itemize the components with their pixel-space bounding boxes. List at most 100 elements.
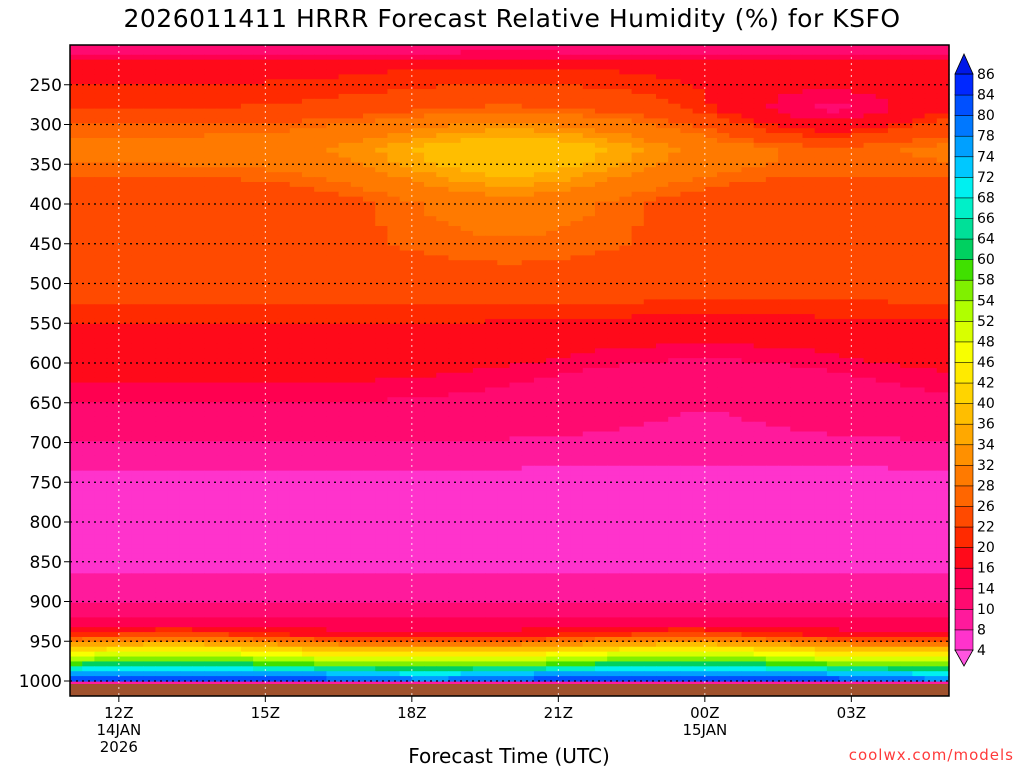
heatmap-cell — [436, 284, 450, 291]
heatmap-cell — [778, 348, 791, 354]
heatmap-cell — [131, 323, 144, 330]
heatmap-cell — [131, 172, 144, 178]
heatmap-cell — [839, 260, 852, 266]
heatmap-cell — [436, 152, 450, 159]
heatmap-cell — [619, 172, 633, 178]
heatmap-cell — [900, 64, 913, 71]
heatmap-cell — [387, 309, 401, 315]
heatmap-cell — [448, 196, 462, 203]
heatmap-cell — [155, 123, 169, 129]
heatmap-cell — [729, 64, 743, 71]
heatmap-cell — [204, 181, 218, 188]
heatmap-cell — [826, 304, 840, 310]
heatmap-cell — [814, 137, 828, 144]
heatmap-cell — [424, 314, 437, 320]
heatmap-cell — [790, 128, 804, 134]
heatmap-cell — [594, 230, 608, 237]
heatmap-cell — [204, 235, 218, 242]
heatmap-cell — [900, 279, 913, 286]
heatmap-cell — [253, 137, 266, 144]
heatmap-cell — [802, 181, 816, 188]
heatmap-cell — [167, 79, 181, 85]
heatmap-cell — [875, 294, 889, 300]
heatmap-cell — [704, 314, 718, 320]
heatmap-cell — [350, 294, 364, 300]
heatmap-cell — [521, 348, 535, 354]
heatmap-cell — [411, 89, 425, 95]
heatmap-cell — [656, 103, 669, 110]
heatmap-cell — [729, 274, 743, 281]
heatmap-cell — [656, 372, 669, 379]
heatmap-cell — [582, 260, 596, 266]
heatmap-cell — [411, 84, 425, 90]
heatmap-cell — [570, 235, 584, 242]
heatmap-cell — [167, 181, 181, 188]
heatmap-cell — [863, 245, 877, 252]
heatmap-cell — [179, 157, 193, 164]
heatmap-cell — [680, 98, 694, 105]
heatmap-cell — [363, 84, 376, 90]
heatmap-cell — [656, 128, 669, 134]
heatmap-cell — [253, 118, 266, 124]
heatmap-cell — [656, 206, 669, 212]
heatmap-cell — [692, 191, 706, 198]
heatmap-cell — [424, 353, 437, 359]
heatmap-cell — [155, 108, 169, 115]
heatmap-cell — [570, 284, 584, 291]
heatmap-cell — [155, 382, 169, 389]
heatmap-cell — [326, 265, 340, 271]
heatmap-cell — [253, 338, 266, 345]
heatmap-cell — [155, 89, 169, 95]
heatmap-cell — [497, 299, 511, 305]
heatmap-cell — [656, 162, 669, 168]
heatmap-cell — [387, 162, 401, 168]
heatmap-cell — [94, 314, 108, 320]
heatmap-cell — [228, 147, 242, 154]
heatmap-cell — [668, 226, 682, 232]
heatmap-cell — [338, 157, 352, 164]
heatmap-cell — [265, 353, 279, 359]
heatmap-cell — [289, 377, 303, 384]
heatmap-cell — [875, 343, 889, 349]
heatmap-cell — [546, 147, 559, 154]
heatmap-cell — [668, 372, 682, 379]
heatmap-cell — [802, 103, 816, 110]
heatmap-cell — [314, 211, 327, 217]
heatmap-cell — [192, 118, 205, 124]
heatmap-cell — [192, 113, 205, 119]
heatmap-cell — [265, 118, 279, 124]
heatmap-cell — [692, 108, 706, 115]
heatmap-cell — [375, 309, 389, 315]
heatmap-cell — [900, 186, 913, 193]
heatmap-cell — [790, 181, 804, 188]
heatmap-cell — [179, 274, 193, 281]
heatmap-cell — [118, 382, 132, 389]
heatmap-cell — [94, 98, 108, 105]
heatmap-cell — [118, 181, 132, 188]
heatmap-cell — [265, 64, 279, 71]
heatmap-cell — [704, 221, 718, 227]
heatmap-cell — [680, 250, 694, 256]
heatmap-cell — [863, 353, 877, 359]
heatmap-cell — [131, 133, 144, 139]
heatmap-cell — [155, 98, 169, 105]
heatmap-cell — [277, 338, 291, 345]
heatmap-cell — [155, 49, 169, 56]
heatmap-cell — [717, 206, 730, 212]
heatmap-cell — [143, 358, 157, 364]
heatmap-cell — [790, 299, 804, 305]
heatmap-cell — [509, 353, 523, 359]
heatmap-cell — [741, 240, 755, 247]
heatmap-cell — [204, 98, 218, 105]
heatmap-cell — [887, 230, 901, 237]
heatmap-cell — [936, 333, 950, 340]
heatmap-cell — [607, 216, 620, 222]
heatmap-cell — [460, 103, 474, 110]
heatmap-cell — [680, 274, 694, 281]
heatmap-cell — [411, 358, 425, 364]
heatmap-cell — [277, 103, 291, 110]
heatmap-cell — [765, 260, 779, 266]
heatmap-cell — [363, 372, 376, 379]
heatmap-cell — [472, 133, 486, 139]
heatmap-cell — [509, 98, 523, 105]
